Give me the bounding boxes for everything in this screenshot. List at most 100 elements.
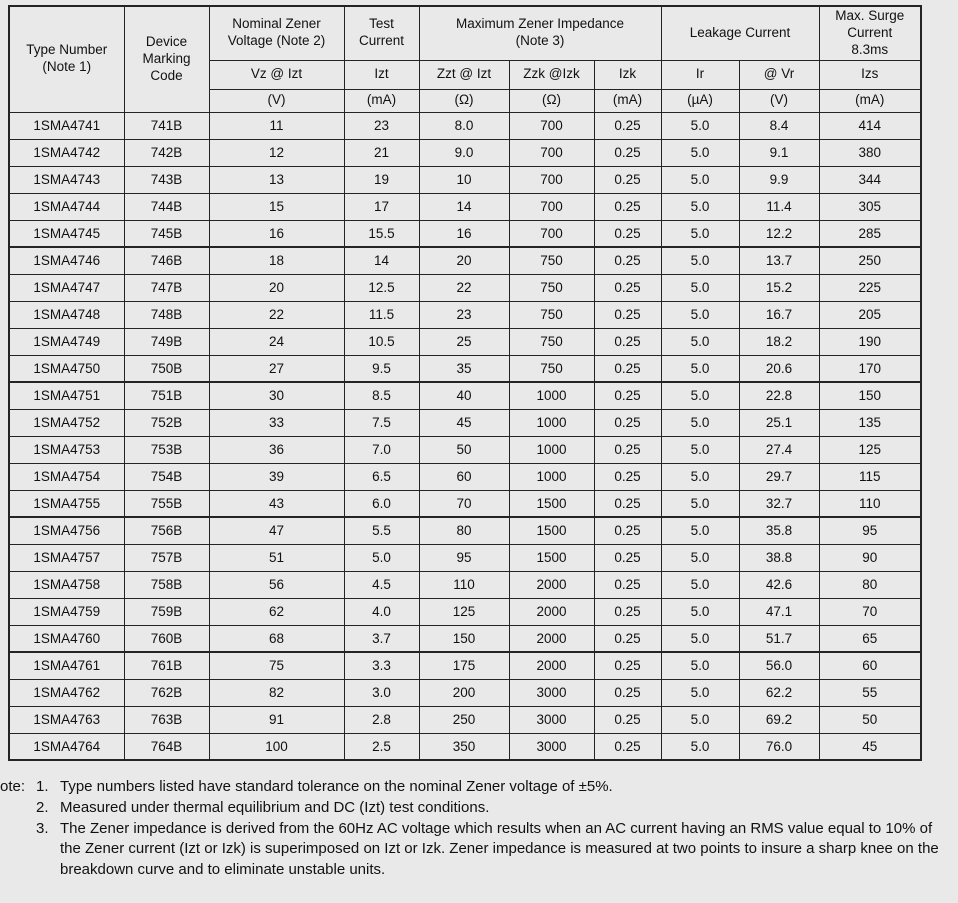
table-row: 1SMA4755 755B 43 6.0 70 1500 0.25 5.0 32.7 110: [8, 489, 922, 519]
sub-header-izs: Izs: [818, 59, 922, 90]
table-cell: 56.0: [738, 651, 820, 680]
table-cell: 761B: [123, 651, 210, 680]
table-cell: 700: [508, 192, 595, 221]
table-cell: 70: [418, 489, 510, 519]
table-cell: 0.25: [593, 300, 662, 329]
table-row: 1SMA4763 763B 91 2.8 250 3000 0.25 5.0 69.2 50: [8, 705, 922, 734]
table-cell: 414: [818, 111, 922, 140]
table-cell: 16: [418, 219, 510, 249]
table-cell: 5.0: [660, 354, 740, 384]
table-cell: 2000: [508, 624, 595, 654]
table-cell: 750: [508, 273, 595, 302]
table-cell: 5.0: [660, 273, 740, 302]
type-number-cell: 1SMA4744: [8, 192, 125, 221]
unit-ua: (µA): [660, 88, 740, 113]
table-cell: 15: [208, 192, 345, 221]
table-cell: 7.0: [343, 435, 420, 464]
type-number-cell: 1SMA4756: [8, 516, 125, 545]
note-text: Type numbers listed have standard tolera…: [60, 778, 613, 796]
table-cell: 60: [418, 462, 510, 491]
table-cell: 40: [418, 381, 510, 410]
table-cell: 6.5: [343, 462, 420, 491]
table-cell: 0.25: [593, 705, 662, 734]
table-cell: 1500: [508, 489, 595, 519]
table-row: 1SMA4743 743B 13 19 10 700 0.25 5.0 9.9 344: [8, 165, 922, 194]
table-cell: 5.0: [660, 192, 740, 221]
table-row: 1SMA4749 749B 24 10.5 25 750 0.25 5.0 18.2 190: [8, 327, 922, 356]
table-cell: 190: [818, 327, 922, 356]
table-cell: 50: [818, 705, 922, 734]
table-cell: 23: [418, 300, 510, 329]
table-cell: 20: [208, 273, 345, 302]
table-cell: 13.7: [738, 246, 820, 275]
table-cell: 16: [208, 219, 345, 249]
table-cell: 70: [818, 597, 922, 626]
table-cell: 3000: [508, 732, 595, 761]
table-cell: 0.25: [593, 273, 662, 302]
table-cell: 21: [343, 138, 420, 167]
table-cell: 754B: [123, 462, 210, 491]
unit-ohm-2: (Ω): [508, 88, 595, 113]
table-row: 1SMA4753 753B 36 7.0 50 1000 0.25 5.0 27.4 125: [8, 435, 922, 464]
table-row: 1SMA4741 741B 11 23 8.0 700 0.25 5.0 8.4 414: [8, 111, 922, 140]
unit-ma-1: (mA): [343, 88, 420, 113]
table-row: 1SMA4756 756B 47 5.5 80 1500 0.25 5.0 35.8 95: [8, 516, 922, 545]
table-cell: 135: [818, 408, 922, 437]
table-cell: 742B: [123, 138, 210, 167]
table-cell: 5.0: [660, 138, 740, 167]
table-cell: 3.3: [343, 651, 420, 680]
table-cell: 746B: [123, 246, 210, 275]
table-cell: 90: [818, 543, 922, 572]
table-cell: 5.0: [660, 705, 740, 734]
sub-header-vr: @ Vr: [738, 59, 820, 90]
notes-list: 1. Type numbers listed have standard tol…: [36, 777, 948, 880]
table-cell: 25: [418, 327, 510, 356]
table-cell: 5.0: [660, 381, 740, 410]
table-cell: 750B: [123, 354, 210, 384]
type-number-cell: 1SMA4753: [8, 435, 125, 464]
table-cell: 752B: [123, 408, 210, 437]
table-cell: 22: [418, 273, 510, 302]
table-cell: 2000: [508, 651, 595, 680]
sub-header-zzt: Zzt @ Izt: [418, 59, 510, 90]
table-row: 1SMA4758 758B 56 4.5 110 2000 0.25 5.0 42.6 80: [8, 570, 922, 599]
table-cell: 741B: [123, 111, 210, 140]
table-cell: 5.0: [660, 543, 740, 572]
table-cell: 150: [818, 381, 922, 410]
table-cell: 27: [208, 354, 345, 384]
table-cell: 700: [508, 165, 595, 194]
table-cell: 45: [818, 732, 922, 761]
table-cell: 95: [418, 543, 510, 572]
notes-section: ote: 1. Type numbers listed have standar…: [0, 777, 948, 880]
type-number-cell: 1SMA4742: [8, 138, 125, 167]
col-header-leakage-current: Leakage Current: [660, 5, 820, 61]
table-cell: 125: [418, 597, 510, 626]
table-cell: 749B: [123, 327, 210, 356]
table-cell: 18.2: [738, 327, 820, 356]
table-cell: 18: [208, 246, 345, 275]
table-cell: 80: [818, 570, 922, 599]
table-header: Type Number (Note 1) Device Marking Code…: [8, 5, 922, 113]
type-number-cell: 1SMA4761: [8, 651, 125, 680]
type-number-cell: 1SMA4748: [8, 300, 125, 329]
table-cell: 56: [208, 570, 345, 599]
type-number-cell: 1SMA4741: [8, 111, 125, 140]
table-cell: 751B: [123, 381, 210, 410]
table-cell: 225: [818, 273, 922, 302]
note-item: 2. Measured under thermal equilibrium an…: [36, 798, 948, 819]
type-number-cell: 1SMA4759: [8, 597, 125, 626]
table-cell: 750: [508, 327, 595, 356]
col-header-device-marking: Device Marking Code: [123, 5, 210, 113]
type-number-cell: 1SMA4747: [8, 273, 125, 302]
table-cell: 0.25: [593, 597, 662, 626]
table-cell: 19: [343, 165, 420, 194]
table-cell: 5.0: [660, 165, 740, 194]
table-cell: 750: [508, 246, 595, 275]
table-cell: 76.0: [738, 732, 820, 761]
col-header-nominal-zener: Nominal Zener Voltage (Note 2): [208, 5, 345, 61]
table-cell: 9.1: [738, 138, 820, 167]
table-cell: 91: [208, 705, 345, 734]
col-header-test-current: Test Current: [343, 5, 420, 61]
table-cell: 35.8: [738, 516, 820, 545]
table-cell: 9.5: [343, 354, 420, 384]
